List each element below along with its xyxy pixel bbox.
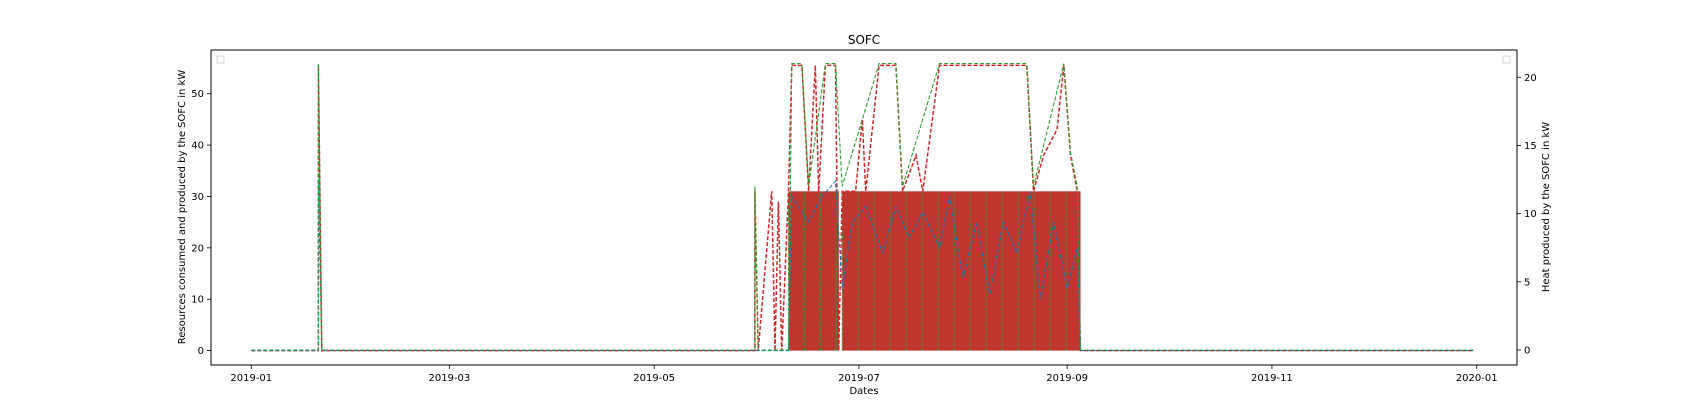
y-axis-left-title: Resources consumed and produced by the S… xyxy=(177,70,188,345)
y-axis-left: 0 10 20 30 40 50 xyxy=(191,89,211,357)
series-line-0 xyxy=(251,64,1474,352)
y-left-tick-label: 50 xyxy=(191,89,204,100)
series-line-1 xyxy=(251,179,1474,352)
y-right-tick-label: 20 xyxy=(1524,73,1537,84)
y-left-tick-label: 0 xyxy=(198,346,204,357)
x-tick-label: 2019-11 xyxy=(1251,373,1293,384)
legend-box-right xyxy=(1502,55,1511,64)
chart-title: SOFC xyxy=(848,33,880,47)
y-axis-right: 0 5 10 15 20 xyxy=(1517,73,1537,357)
x-tick-label: 2019-07 xyxy=(838,373,880,384)
x-tick-label: 2020-01 xyxy=(1456,373,1498,384)
y-axis-right-title: Heat produced by the SOFC in kW xyxy=(1541,122,1552,292)
y-left-tick-label: 40 xyxy=(191,141,204,152)
y-right-tick-label: 5 xyxy=(1524,277,1530,288)
y-left-tick-label: 30 xyxy=(191,192,204,203)
x-axis-title: Dates xyxy=(849,386,878,397)
x-axis: 2019-01 2019-03 2019-05 2019-07 2019-09 2019-… xyxy=(230,365,1498,384)
legend-box-left xyxy=(216,55,225,64)
x-tick-label: 2019-09 xyxy=(1046,373,1088,384)
x-tick-label: 2019-01 xyxy=(230,373,272,384)
y-left-tick-label: 10 xyxy=(191,295,204,306)
y-right-tick-label: 10 xyxy=(1524,209,1537,220)
x-tick-label: 2019-03 xyxy=(428,373,470,384)
x-tick-label: 2019-05 xyxy=(633,373,675,384)
series-line-2 xyxy=(251,63,1474,351)
y-left-tick-label: 20 xyxy=(191,243,204,254)
y-right-tick-label: 0 xyxy=(1524,346,1530,357)
plot-frame xyxy=(210,49,1518,366)
y-right-tick-label: 15 xyxy=(1524,141,1537,152)
plot-area xyxy=(251,63,1474,352)
